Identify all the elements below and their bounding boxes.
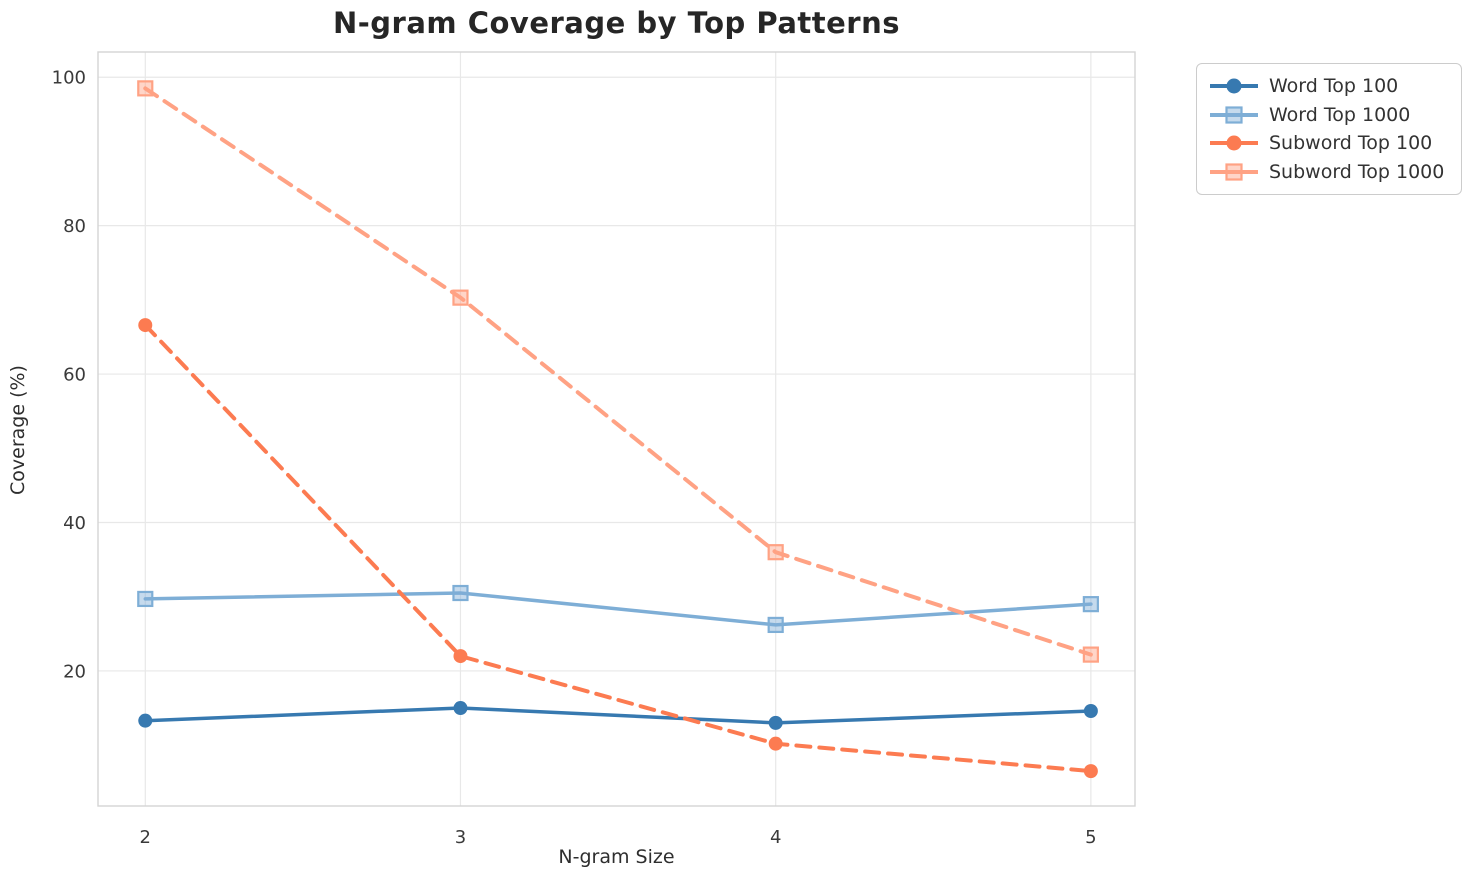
data-point-circle bbox=[768, 715, 783, 730]
legend-item: Word Top 100 bbox=[1209, 72, 1449, 101]
data-point-square bbox=[137, 590, 154, 608]
data-point-circle bbox=[138, 318, 153, 333]
data-point-square bbox=[767, 616, 784, 634]
legend-swatch-circle-icon bbox=[1210, 135, 1258, 151]
series-line-3 bbox=[143, 323, 1093, 774]
x-tick-label: 4 bbox=[770, 827, 781, 848]
x-tick-label: 2 bbox=[140, 827, 151, 848]
series-line-2 bbox=[143, 591, 1093, 627]
legend-swatch-circle-icon bbox=[1210, 78, 1258, 94]
legend-item: Word Top 1000 bbox=[1209, 101, 1449, 130]
data-point-square bbox=[137, 80, 154, 97]
legend-box: Word Top 100 Word Top 1000 Subword Top 100… bbox=[1196, 63, 1462, 195]
data-point-circle bbox=[768, 736, 783, 751]
legend-label: Word Top 1000 bbox=[1269, 103, 1411, 126]
y-tick-label: 60 bbox=[63, 365, 86, 386]
y-tick-label: 40 bbox=[63, 513, 86, 534]
plot-border bbox=[97, 51, 1136, 807]
legend-swatch-square-icon bbox=[1210, 163, 1258, 181]
data-point-circle bbox=[1083, 764, 1098, 779]
x-tick-label: 3 bbox=[455, 827, 466, 848]
y-tick-label: 20 bbox=[63, 661, 86, 682]
x-axis-label: N-gram Size bbox=[558, 846, 675, 868]
data-point-circle bbox=[138, 713, 153, 728]
data-point-square bbox=[1082, 596, 1099, 613]
data-point-circle bbox=[1083, 704, 1098, 719]
legend-label: Subword Top 1000 bbox=[1269, 160, 1445, 183]
legend-item: Subword Top 100 bbox=[1209, 129, 1449, 158]
chart-title: N-gram Coverage by Top Patterns bbox=[332, 6, 901, 40]
legend-swatch-square-icon bbox=[1210, 106, 1258, 124]
legend-label: Word Top 100 bbox=[1269, 75, 1399, 98]
series-line-1 bbox=[143, 706, 1093, 725]
legend-label: Subword Top 100 bbox=[1269, 132, 1433, 155]
data-point-circle bbox=[453, 649, 468, 664]
y-tick-label: 80 bbox=[63, 216, 86, 237]
legend-item: Subword Top 1000 bbox=[1209, 158, 1449, 187]
data-point-square bbox=[767, 544, 784, 561]
data-point-square bbox=[452, 584, 469, 602]
series-line-4 bbox=[143, 86, 1093, 657]
y-tick-label: 100 bbox=[52, 68, 86, 89]
data-point-circle bbox=[453, 701, 468, 716]
x-tick-label: 5 bbox=[1085, 827, 1096, 848]
data-point-square bbox=[452, 289, 469, 306]
data-point-square bbox=[1082, 646, 1099, 663]
